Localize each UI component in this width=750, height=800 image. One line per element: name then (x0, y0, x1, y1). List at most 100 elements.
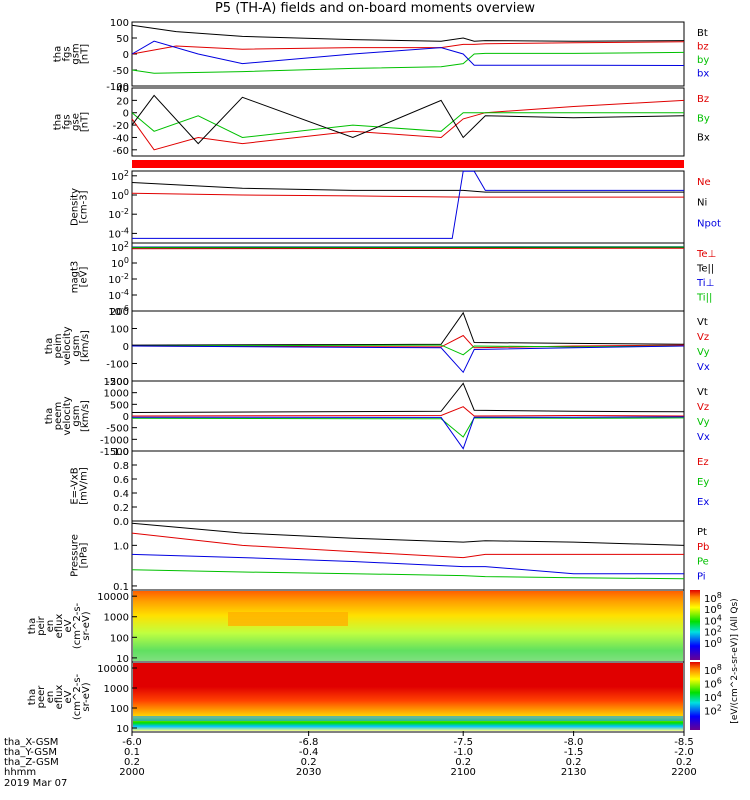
y-label-line: [eV] (79, 267, 90, 288)
y-tick-label: 100 (111, 256, 129, 270)
y-axis-label: Density[cm-3] (70, 188, 90, 226)
series-red-line (131, 99, 685, 151)
colorbar-1 (690, 590, 700, 660)
y-tick-label: -60 (113, 146, 129, 157)
legend-red: bz (697, 42, 709, 53)
y-label-line: eflux (54, 685, 65, 710)
series-blue-line (132, 170, 684, 239)
svg-text:100: 100 (111, 256, 129, 270)
panel-frame (131, 661, 685, 733)
svg-text:100: 100 (704, 636, 722, 650)
y-tick-label: 100 (110, 633, 129, 644)
y-label-line: eflux (54, 614, 65, 639)
y-tick-label: 10-4 (108, 288, 129, 302)
colorbar-tick-label: 108 (704, 663, 722, 677)
x-gsm-label: -7.5 (453, 737, 473, 748)
x-gsm-label: -6.0 (122, 737, 142, 748)
y-axis-label: Pressure[nPa] (70, 534, 90, 577)
legend-green: by (697, 55, 709, 66)
y-tick-label: 10-2 (108, 207, 129, 221)
x-row-label: tha_Y-GSM (4, 747, 57, 758)
legend-black: Bt (697, 28, 708, 39)
x-row-label: tha_Z-GSM (4, 757, 59, 768)
y-gsm-label: 0.1 (124, 747, 140, 758)
z-gsm-label: 0.2 (566, 757, 582, 768)
legend-red: Vz (697, 402, 709, 413)
y-label-line: peem (53, 402, 64, 430)
series-black-line (131, 24, 685, 42)
hhmm-label: 2000 (119, 767, 144, 778)
y-tick-label: 0 (123, 412, 129, 423)
y-label-line: tha (27, 618, 38, 634)
y-tick-label: 10 (116, 724, 129, 735)
legend-green: Ey (697, 477, 709, 488)
y-tick-label: 0 (123, 50, 129, 61)
series-green-line (131, 569, 685, 580)
series-green-line (131, 112, 684, 139)
legend-black: Ni (697, 198, 707, 209)
svg-text:102: 102 (111, 240, 129, 254)
x-gsm-label: -8.5 (674, 737, 694, 748)
colorbar-label: [eV/(cm^2-s-sr-eV)] (All Qs) (730, 598, 740, 723)
z-gsm-label: 0.2 (455, 757, 471, 768)
y-tick-label: 10 (116, 654, 129, 665)
hhmm-label: 2200 (671, 767, 696, 778)
y-label-line: en (45, 691, 56, 704)
colorbar-tick-label: 104 (704, 690, 722, 704)
y-tick-label: 102 (111, 240, 129, 254)
y-tick-label: 1.0 (113, 447, 129, 458)
series-red-line (131, 334, 685, 349)
y-label-line: peer (36, 685, 47, 709)
y-tick-label: 500 (110, 400, 129, 411)
y-tick-label: 100 (110, 18, 129, 29)
y-tick-label: 1000 (104, 613, 129, 624)
y-tick-label: -1000 (100, 435, 129, 446)
peir-spectrogram (133, 591, 683, 661)
y-label-line: peir (36, 615, 47, 635)
series-red-line (131, 406, 685, 417)
series-blue-line (131, 416, 685, 450)
y-label-line: gsm (71, 43, 82, 64)
legend-blue: Ti⊥ (696, 278, 714, 289)
y-label-line: E=-VxB (70, 467, 81, 504)
svg-text:104: 104 (704, 690, 722, 704)
y-axis-label: E=-VxB[mV/m] (70, 467, 90, 505)
y-label-line: gsm (71, 335, 82, 356)
x-row-label: hhmm (4, 767, 36, 778)
series-blue-line (131, 40, 685, 66)
legend-black: Vt (697, 317, 708, 328)
y-tick-label: 200 (110, 307, 129, 318)
y-tick-label: 40 (116, 84, 129, 95)
y-tick-label: 10000 (97, 664, 129, 675)
z-gsm-label: 0.2 (676, 757, 692, 768)
svg-text:10-2: 10-2 (108, 207, 129, 221)
y-tick-label: 0.4 (113, 489, 129, 500)
y-label-line: tha (44, 338, 55, 354)
y-gsm-label: -1.0 (453, 747, 473, 758)
y-tick-label: -500 (106, 424, 129, 435)
series-red-line (131, 192, 684, 198)
y-tick-label: 0.1 (113, 582, 129, 593)
legend-black: Pt (697, 527, 707, 538)
y-tick-label: 10-4 (108, 226, 129, 240)
y-axis-label: magt3[eV] (70, 261, 90, 294)
series-black-line (131, 311, 685, 346)
y-tick-label: 0.6 (113, 475, 129, 486)
legend-blue: Ex (697, 497, 709, 508)
legend-red: Te⊥ (696, 249, 716, 260)
y-label-line: sr-eV) (81, 682, 92, 711)
colorbar-tick-label: 100 (704, 636, 722, 650)
y-label-line: peim (53, 333, 64, 358)
y-label-line: en (45, 620, 56, 633)
series-red-line (131, 41, 685, 55)
y-tick-label: 1500 (104, 377, 129, 388)
panel-frame (131, 242, 685, 312)
series-black-line (131, 522, 685, 546)
legend-blue: Pi (697, 571, 706, 582)
y-tick-label: -100 (106, 360, 129, 371)
